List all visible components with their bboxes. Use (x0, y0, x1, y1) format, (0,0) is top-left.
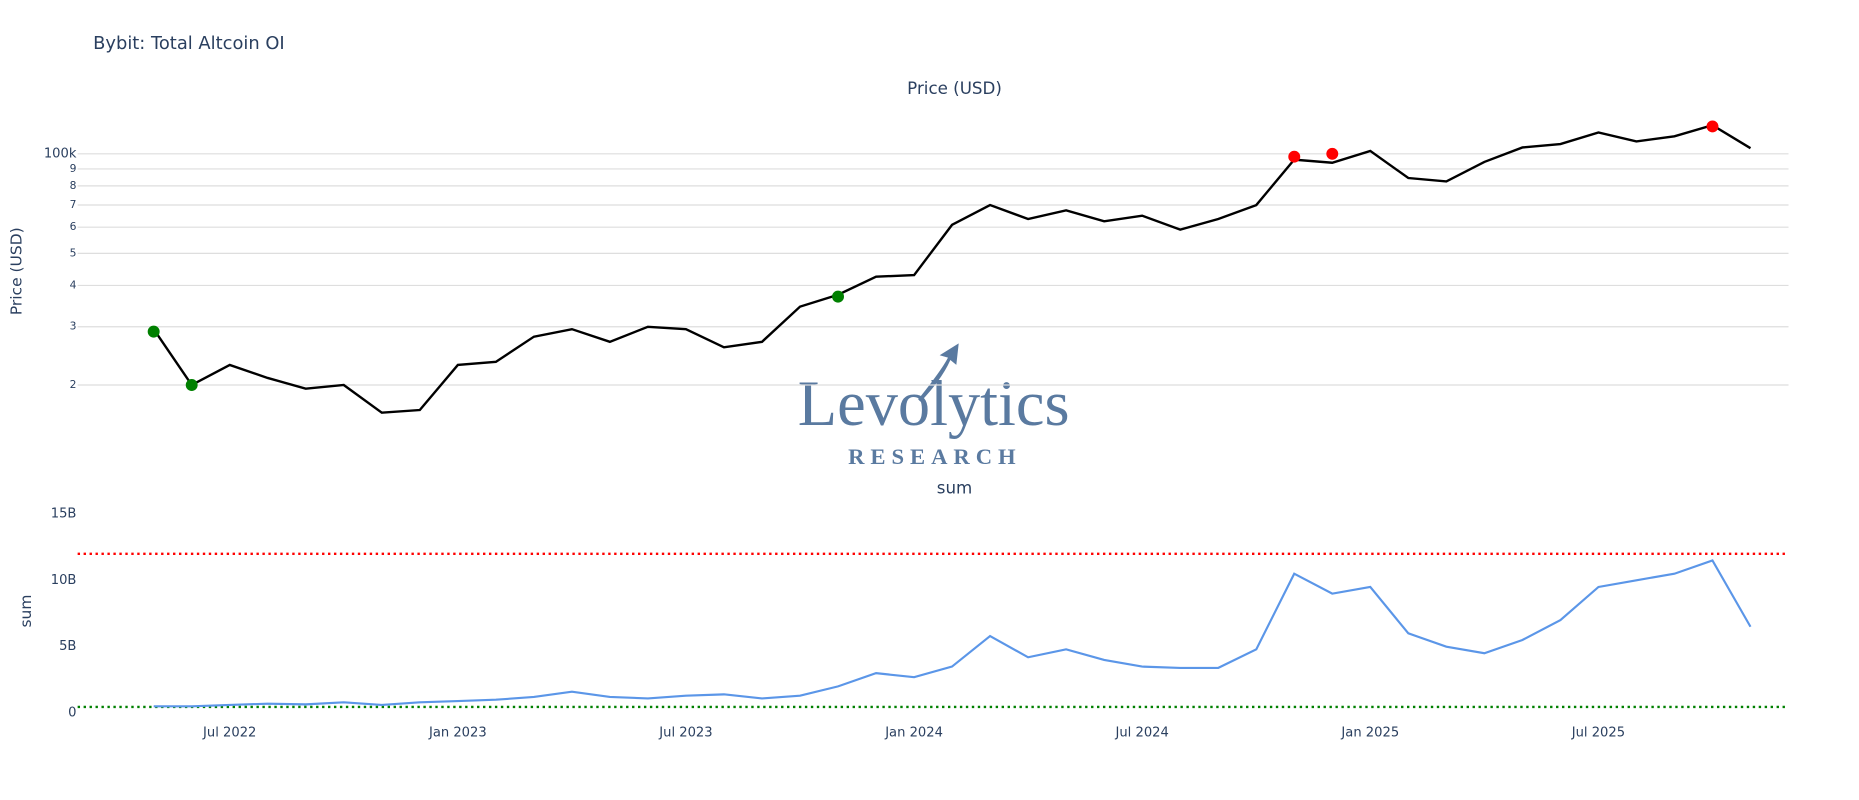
y-tick-label: 5 (70, 246, 77, 259)
x-tick-label: Jul 2022 (202, 726, 256, 741)
marker (185, 379, 198, 391)
logo-arrow (918, 343, 959, 402)
x-tick-label: Jul 2023 (658, 726, 712, 741)
y-tick-label: 7 (70, 198, 77, 211)
y-tick-label: 5B (59, 639, 76, 654)
x-tick-label: Jan 2025 (1340, 726, 1399, 741)
y-axis-label: sum (17, 595, 35, 628)
marker (832, 290, 844, 303)
x-tick-label: Jan 2024 (884, 726, 943, 741)
logo-name: Levolytics (798, 368, 1070, 439)
marker (1288, 150, 1301, 163)
marker (147, 325, 160, 338)
subplot-title: Price (USD) (907, 79, 1002, 98)
y-tick-label: 3 (70, 320, 77, 333)
y-tick-label: 8 (70, 179, 77, 192)
line (153, 559, 1752, 708)
x-tick-label: Jul 2024 (1115, 726, 1169, 741)
y-tick-label: 0 (68, 705, 76, 720)
y-tick-label: 15B (51, 507, 77, 522)
x-tick-label: Jan 2023 (428, 726, 487, 741)
y-tick-label: 2 (70, 378, 77, 391)
logo-subtitle: RESEARCH (848, 444, 1022, 469)
y-axis-label: Price (USD) (7, 227, 25, 315)
y-tick-label: 100k (44, 146, 77, 161)
y-tick-label: 10B (51, 573, 77, 588)
y-tick-label: 9 (70, 162, 77, 175)
x-tick-label: Jul 2025 (1571, 726, 1625, 741)
logo: Levolytics RESEARCH (798, 343, 1070, 469)
line (152, 123, 1752, 414)
subplot-title: sum (937, 478, 973, 497)
marker (1706, 120, 1719, 133)
marker (1326, 147, 1339, 160)
chart-title: Bybit: Total Altcoin OI (93, 33, 285, 54)
y-tick-label: 6 (70, 220, 77, 233)
y-tick-label: 4 (70, 278, 77, 291)
